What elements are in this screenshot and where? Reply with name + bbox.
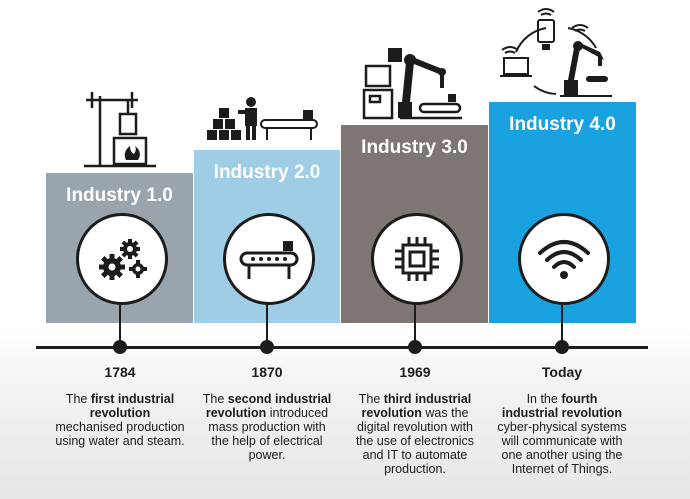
timeline-axis xyxy=(36,346,648,349)
stage-icon-circle xyxy=(518,213,610,305)
stage-description: In the fourth industrial revolution cybe… xyxy=(497,392,627,476)
stage-column-industry-4: Industry 4.0 xyxy=(489,102,636,323)
stage-icon-circle xyxy=(223,213,315,305)
connected-devices-icon xyxy=(500,8,612,97)
timeline-dot xyxy=(408,340,422,354)
stage-year: 1870 xyxy=(251,364,283,380)
conveyor-belt-icon xyxy=(239,241,299,279)
stage-year: 1969 xyxy=(399,364,431,380)
stage-title: Industry 3.0 xyxy=(361,137,468,158)
connector-line xyxy=(119,300,121,346)
timeline-dot xyxy=(555,340,569,354)
connector-line xyxy=(266,300,268,346)
stage-description: The first industrial revolution mechanis… xyxy=(55,392,185,448)
stage-title: Industry 2.0 xyxy=(213,162,321,183)
stage-description: The third industrial revolution was the … xyxy=(355,392,475,476)
stage-icon-circle xyxy=(371,213,463,305)
timeline-dot xyxy=(260,340,274,354)
wifi-icon xyxy=(538,240,590,279)
robot-arm-computer-icon xyxy=(362,48,462,120)
stage-year: 1784 xyxy=(104,364,136,380)
timeline-dot xyxy=(113,340,127,354)
microchip-icon xyxy=(395,237,439,281)
connector-line xyxy=(561,300,563,346)
stage-title: Industry 1.0 xyxy=(66,185,173,206)
steam-engine-icon xyxy=(84,92,156,168)
stage-year: Today xyxy=(541,364,583,380)
stage-title: Industry 4.0 xyxy=(509,114,616,135)
assembly-line-icon xyxy=(207,97,318,140)
stage-icon-circle xyxy=(76,213,168,305)
gears-icon xyxy=(99,239,147,280)
stage-description: The second industrial revolution introdu… xyxy=(202,392,332,462)
connector-line xyxy=(414,300,416,346)
